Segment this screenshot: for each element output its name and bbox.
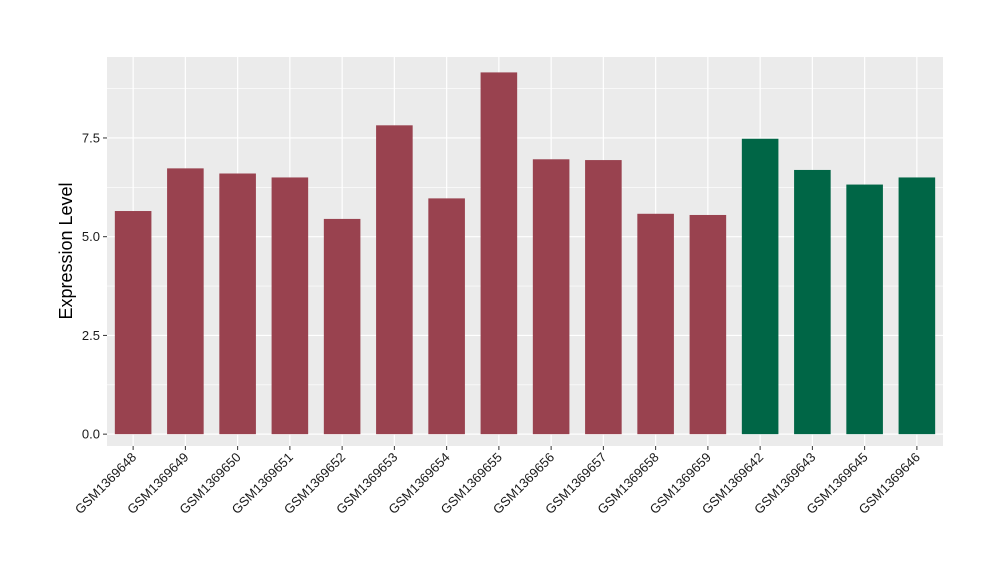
y-axis: 0.0 2.5 5.0 7.5 — [82, 130, 107, 442]
bar-GSM1369651 — [271, 177, 309, 435]
bar-GSM1369655 — [480, 72, 518, 435]
x-axis: GSM1369648GSM1369649GSM1369650GSM1369651… — [72, 446, 923, 517]
bar-GSM1369645 — [846, 184, 883, 435]
bar-GSM1369658 — [637, 213, 674, 435]
bar-GSM1369659 — [689, 214, 727, 435]
bar-GSM1369652 — [323, 218, 361, 435]
bar-GSM1369643 — [794, 169, 831, 435]
bar-GSM1369656 — [532, 159, 570, 435]
bar-GSM1369648 — [114, 211, 152, 435]
bar-GSM1369653 — [376, 125, 413, 435]
bar-GSM1369657 — [585, 160, 622, 435]
y-axis-title: Expression Level — [56, 182, 76, 319]
bar-GSM1369646 — [898, 177, 936, 435]
y-tick-label: 7.5 — [82, 130, 100, 145]
y-tick-label: 5.0 — [82, 229, 100, 244]
bar-GSM1369654 — [428, 198, 465, 435]
bar-GSM1369649 — [167, 168, 204, 435]
bars — [114, 72, 936, 435]
y-tick-label: 0.0 — [82, 427, 100, 442]
bar-GSM1369650 — [219, 173, 256, 435]
y-tick-label: 2.5 — [82, 328, 100, 343]
bar-GSM1369642 — [741, 138, 779, 435]
